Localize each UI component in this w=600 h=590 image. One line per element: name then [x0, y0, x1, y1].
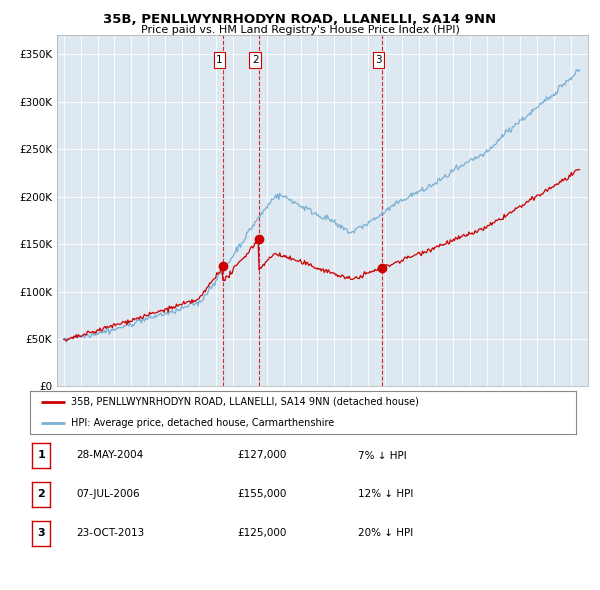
Text: 2: 2: [252, 55, 259, 65]
Text: £125,000: £125,000: [238, 529, 287, 538]
Text: 3: 3: [38, 529, 45, 538]
Text: 3: 3: [375, 55, 382, 65]
Text: 2: 2: [38, 490, 45, 499]
Text: 07-JUL-2006: 07-JUL-2006: [76, 490, 140, 499]
Text: 1: 1: [216, 55, 223, 65]
Text: £155,000: £155,000: [238, 490, 287, 499]
Text: Price paid vs. HM Land Registry's House Price Index (HPI): Price paid vs. HM Land Registry's House …: [140, 25, 460, 35]
Text: 20% ↓ HPI: 20% ↓ HPI: [358, 529, 413, 538]
Text: 35B, PENLLWYNRHODYN ROAD, LLANELLI, SA14 9NN (detached house): 35B, PENLLWYNRHODYN ROAD, LLANELLI, SA14…: [71, 397, 419, 407]
Text: 23-OCT-2013: 23-OCT-2013: [76, 529, 145, 538]
Text: 7% ↓ HPI: 7% ↓ HPI: [358, 451, 406, 460]
Text: 35B, PENLLWYNRHODYN ROAD, LLANELLI, SA14 9NN: 35B, PENLLWYNRHODYN ROAD, LLANELLI, SA14…: [103, 13, 497, 26]
Text: 28-MAY-2004: 28-MAY-2004: [76, 451, 143, 460]
Text: 1: 1: [38, 451, 45, 460]
Text: HPI: Average price, detached house, Carmarthenshire: HPI: Average price, detached house, Carm…: [71, 418, 334, 428]
Text: £127,000: £127,000: [238, 451, 287, 460]
Text: 12% ↓ HPI: 12% ↓ HPI: [358, 490, 413, 499]
